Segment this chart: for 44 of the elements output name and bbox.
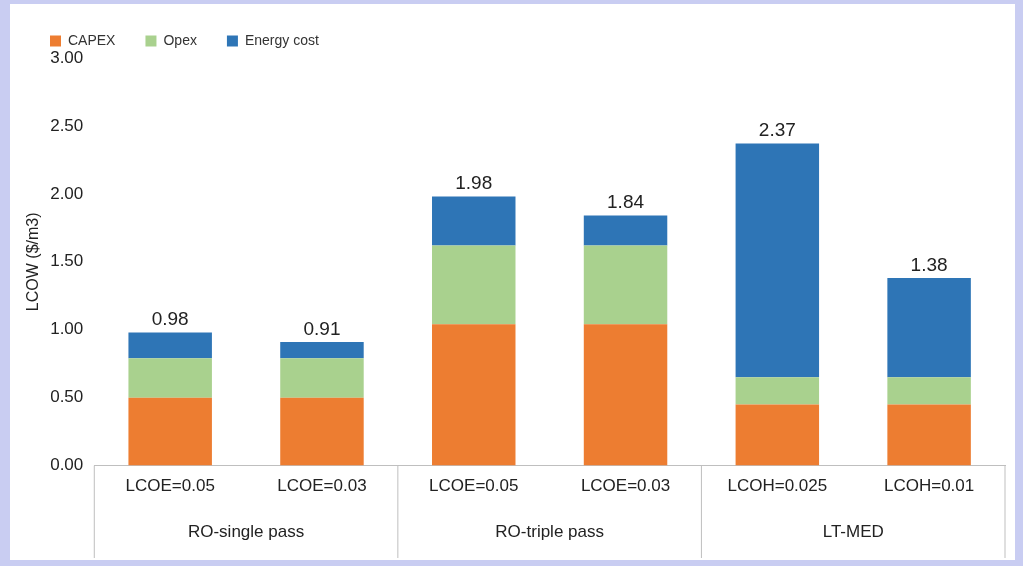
x-tick-label: LCOE=0.05 xyxy=(429,476,519,496)
x-tick-label: LCOE=0.03 xyxy=(277,476,367,496)
legend-label: Opex xyxy=(163,31,197,48)
x-tick-label: LCOH=0.025 xyxy=(727,476,828,496)
total-label: 2.37 xyxy=(758,119,796,141)
bar xyxy=(887,278,971,378)
bar xyxy=(280,397,364,466)
total-label: 0.98 xyxy=(151,308,189,330)
y-tick-label: 2.50 xyxy=(50,115,84,135)
bar xyxy=(128,332,212,359)
y-tick-label: 0.50 xyxy=(50,387,84,407)
text: LT-MED xyxy=(822,521,884,541)
y-tick-label: 1.00 xyxy=(50,319,84,339)
total-label: 1.38 xyxy=(910,253,948,275)
bar xyxy=(128,397,212,466)
text: RO-single pass xyxy=(187,521,305,541)
y-axis-title: LCOW ($/m3) xyxy=(24,212,42,312)
y-tick-label: 0.00 xyxy=(50,455,84,475)
bar xyxy=(128,358,212,398)
bar xyxy=(583,215,668,246)
text: RO-triple pass xyxy=(495,521,604,541)
total-label: 1.98 xyxy=(455,172,493,194)
total-label: 0.91 xyxy=(303,317,341,339)
legend-label: Energy cost xyxy=(244,31,319,48)
x-tick-label: LCOE=0.05 xyxy=(125,476,215,496)
total-label: 1.84 xyxy=(607,191,645,213)
y-tick-label: 1.50 xyxy=(50,251,84,271)
bar xyxy=(280,341,364,359)
x-tick-label: LCOE=0.03 xyxy=(580,476,671,496)
bar xyxy=(432,324,516,466)
bar xyxy=(280,358,364,398)
bar xyxy=(432,245,516,325)
bar xyxy=(735,377,820,405)
bar xyxy=(887,377,971,405)
bar xyxy=(583,324,668,466)
x-tick-label: LCOH=0.01 xyxy=(883,476,975,496)
bar xyxy=(735,404,820,466)
y-tick-label: 3.00 xyxy=(50,47,84,67)
legend-label: CAPEX xyxy=(68,31,117,48)
bar xyxy=(583,245,668,325)
y-tick-label: 2.00 xyxy=(50,183,84,203)
bar xyxy=(735,143,820,378)
bar xyxy=(432,196,516,246)
bar xyxy=(887,404,971,466)
